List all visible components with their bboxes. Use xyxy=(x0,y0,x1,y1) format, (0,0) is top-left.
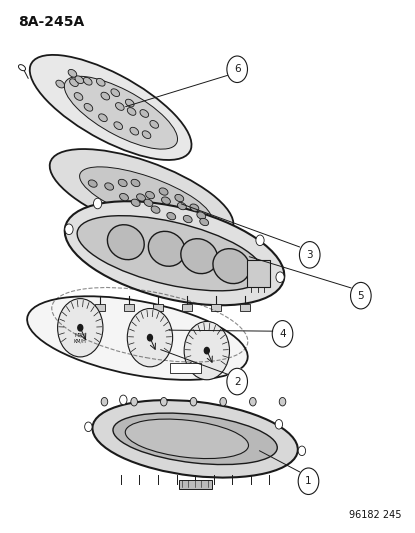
Ellipse shape xyxy=(83,77,92,85)
Circle shape xyxy=(227,56,247,83)
Ellipse shape xyxy=(99,114,107,122)
Ellipse shape xyxy=(77,216,264,291)
Ellipse shape xyxy=(190,204,199,211)
Circle shape xyxy=(131,398,137,406)
Ellipse shape xyxy=(213,249,250,284)
Circle shape xyxy=(184,321,229,380)
Ellipse shape xyxy=(197,212,206,219)
Circle shape xyxy=(300,241,320,268)
Ellipse shape xyxy=(118,179,127,187)
Circle shape xyxy=(220,398,227,406)
Bar xyxy=(211,304,221,311)
Circle shape xyxy=(101,398,108,406)
Ellipse shape xyxy=(74,93,83,100)
Circle shape xyxy=(298,446,305,456)
Ellipse shape xyxy=(107,225,144,260)
Ellipse shape xyxy=(101,92,110,100)
Circle shape xyxy=(93,198,102,209)
Ellipse shape xyxy=(159,188,168,195)
Text: 4: 4 xyxy=(279,329,286,339)
Ellipse shape xyxy=(65,201,284,305)
Circle shape xyxy=(275,419,283,429)
Ellipse shape xyxy=(144,199,153,206)
Circle shape xyxy=(85,422,92,432)
Circle shape xyxy=(276,272,284,282)
Circle shape xyxy=(204,348,209,354)
Ellipse shape xyxy=(114,122,122,130)
Circle shape xyxy=(272,320,293,347)
Text: 3: 3 xyxy=(306,250,313,260)
Circle shape xyxy=(120,395,127,405)
Circle shape xyxy=(78,325,83,331)
Ellipse shape xyxy=(120,193,129,201)
Circle shape xyxy=(161,398,167,406)
Ellipse shape xyxy=(80,167,212,228)
Ellipse shape xyxy=(125,419,249,458)
Text: 96182 245: 96182 245 xyxy=(349,510,401,520)
Text: MPH
KM/H: MPH KM/H xyxy=(74,333,87,344)
FancyBboxPatch shape xyxy=(247,260,270,287)
Ellipse shape xyxy=(148,231,185,266)
Bar xyxy=(239,304,249,311)
Ellipse shape xyxy=(19,64,26,71)
Ellipse shape xyxy=(146,191,154,199)
Ellipse shape xyxy=(56,80,64,88)
Circle shape xyxy=(58,298,103,357)
Ellipse shape xyxy=(68,69,77,77)
Ellipse shape xyxy=(140,110,149,117)
Text: 6: 6 xyxy=(234,64,240,74)
Ellipse shape xyxy=(111,89,120,96)
Ellipse shape xyxy=(142,131,151,139)
Circle shape xyxy=(65,224,73,235)
Ellipse shape xyxy=(127,108,136,115)
Ellipse shape xyxy=(183,215,192,223)
Ellipse shape xyxy=(151,206,160,213)
Ellipse shape xyxy=(70,79,78,86)
Ellipse shape xyxy=(137,194,145,201)
Ellipse shape xyxy=(88,180,97,187)
Circle shape xyxy=(190,398,197,406)
Circle shape xyxy=(227,368,247,395)
Ellipse shape xyxy=(178,203,186,210)
Ellipse shape xyxy=(125,99,134,107)
Ellipse shape xyxy=(130,127,139,135)
Ellipse shape xyxy=(30,55,191,160)
Ellipse shape xyxy=(113,413,277,465)
Text: 8A-245A: 8A-245A xyxy=(18,14,84,29)
Bar xyxy=(153,304,163,311)
Ellipse shape xyxy=(84,103,93,111)
FancyBboxPatch shape xyxy=(178,480,212,489)
Ellipse shape xyxy=(131,199,140,206)
Circle shape xyxy=(298,468,319,495)
Ellipse shape xyxy=(27,296,248,380)
Ellipse shape xyxy=(115,103,124,110)
Circle shape xyxy=(256,235,264,246)
Ellipse shape xyxy=(161,197,171,204)
Circle shape xyxy=(127,309,173,367)
Bar xyxy=(182,304,192,311)
Circle shape xyxy=(351,282,371,309)
Ellipse shape xyxy=(93,400,298,478)
Text: 1: 1 xyxy=(305,477,312,486)
FancyBboxPatch shape xyxy=(170,363,201,374)
Text: 2: 2 xyxy=(234,376,240,386)
Bar xyxy=(124,304,134,311)
Text: 5: 5 xyxy=(358,290,364,301)
Circle shape xyxy=(147,335,152,341)
Ellipse shape xyxy=(200,219,209,225)
Ellipse shape xyxy=(167,213,176,220)
Ellipse shape xyxy=(75,76,84,84)
Ellipse shape xyxy=(64,76,178,149)
Ellipse shape xyxy=(50,149,233,241)
Circle shape xyxy=(279,398,286,406)
Circle shape xyxy=(249,398,256,406)
Ellipse shape xyxy=(175,195,184,201)
Bar xyxy=(95,304,105,311)
Ellipse shape xyxy=(150,120,159,128)
Ellipse shape xyxy=(96,78,105,86)
Ellipse shape xyxy=(105,183,114,190)
Ellipse shape xyxy=(131,179,140,187)
Ellipse shape xyxy=(181,239,217,273)
